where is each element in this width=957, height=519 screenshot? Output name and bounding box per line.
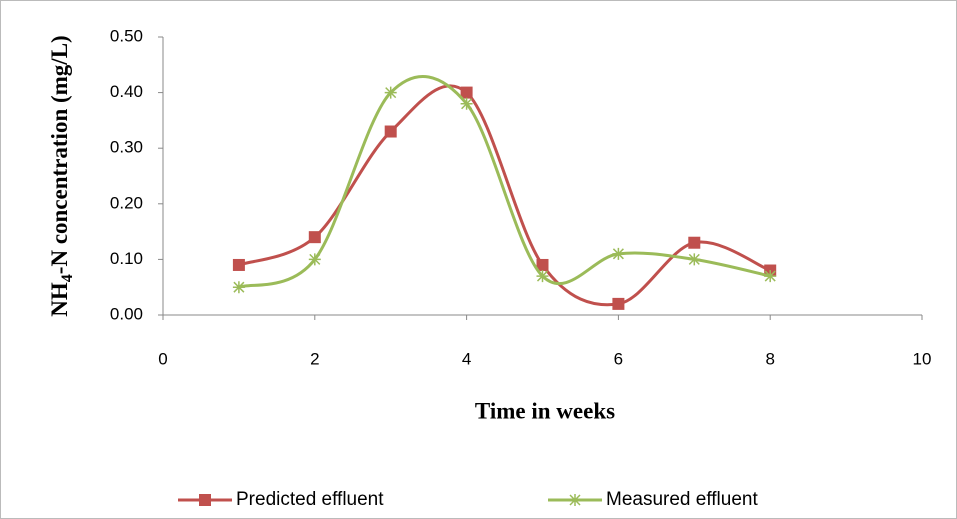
data-point bbox=[460, 86, 473, 99]
data-point bbox=[308, 231, 321, 244]
y-title-sub: 4 bbox=[59, 274, 76, 282]
y-title-part: -N concentration (mg/L) bbox=[47, 35, 72, 274]
y-tick-label: 0.30 bbox=[110, 138, 143, 157]
y-title-part: NH bbox=[47, 282, 72, 317]
legend-label: Predicted effluent bbox=[236, 489, 384, 510]
y-axis-title: NH4-N concentration (mg/L) bbox=[47, 35, 75, 316]
data-point bbox=[232, 281, 245, 294]
x-tick-label: 0 bbox=[158, 349, 167, 368]
x-tick-label: 8 bbox=[765, 349, 774, 368]
data-point bbox=[688, 236, 701, 249]
x-axis-title: Time in weeks bbox=[475, 398, 615, 423]
data-point bbox=[764, 270, 777, 283]
x-tick-label: 10 bbox=[913, 349, 932, 368]
data-point bbox=[536, 270, 549, 283]
data-point bbox=[536, 258, 549, 271]
data-point bbox=[460, 97, 473, 110]
y-tick-label: 0.20 bbox=[110, 193, 143, 212]
legend-marker bbox=[569, 494, 581, 506]
data-point bbox=[688, 253, 701, 266]
y-tick-label: 0.40 bbox=[110, 82, 143, 101]
x-tick-label: 2 bbox=[310, 349, 319, 368]
x-tick-label: 4 bbox=[462, 349, 471, 368]
legend-marker bbox=[199, 494, 211, 506]
data-point bbox=[384, 86, 397, 99]
data-point bbox=[232, 258, 245, 271]
data-point bbox=[612, 247, 625, 260]
data-point bbox=[308, 253, 321, 266]
data-point bbox=[384, 125, 397, 138]
series-line bbox=[238, 84, 771, 307]
data-point bbox=[612, 297, 625, 310]
legend-label: Measured effluent bbox=[606, 489, 758, 510]
x-tick-label: 6 bbox=[614, 349, 623, 368]
y-tick-label: 0.00 bbox=[110, 304, 143, 323]
y-tick-label: 0.50 bbox=[110, 26, 143, 45]
y-tick-label: 0.10 bbox=[110, 249, 143, 268]
series-line bbox=[238, 75, 771, 289]
